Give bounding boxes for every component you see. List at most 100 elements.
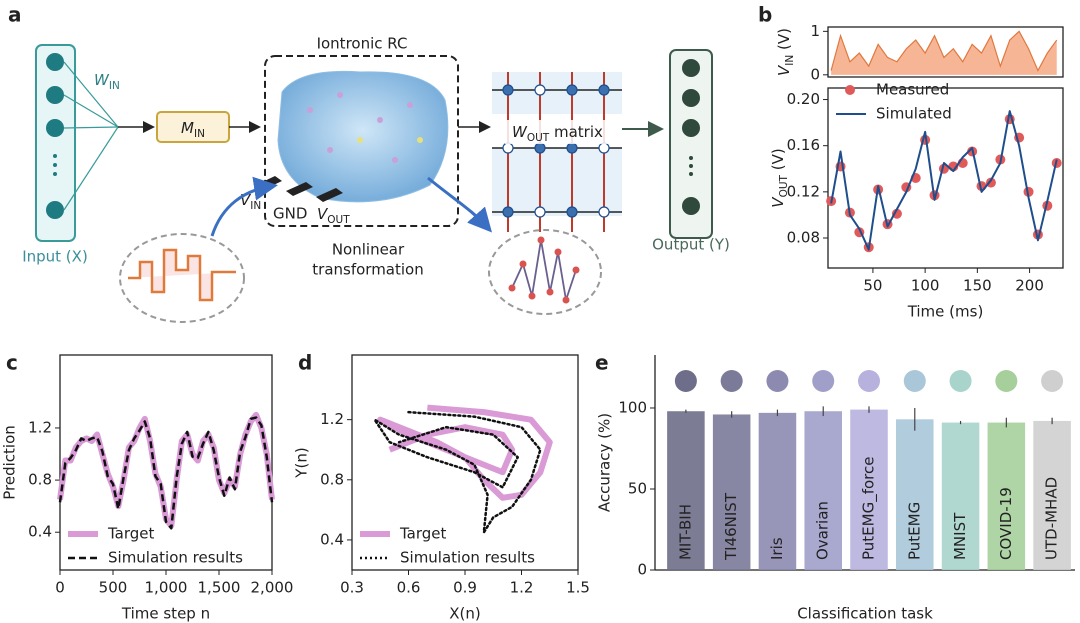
w-out-label: WOUT matrix — [512, 123, 603, 145]
area-fill — [831, 31, 1057, 75]
legend-label: Simulation results — [108, 549, 243, 567]
input-weights — [63, 61, 119, 211]
x-tick-label: 500 — [99, 579, 128, 597]
x-axis-label: Time (ms) — [907, 303, 984, 321]
output-layer — [669, 49, 713, 239]
ions — [307, 92, 423, 163]
x-tick-label: 1.2 — [510, 579, 534, 597]
v-in-label: VIN — [240, 191, 261, 213]
panel-label: b — [758, 3, 772, 27]
bar — [758, 412, 797, 570]
bar-icon — [1041, 370, 1064, 392]
bar-icon — [766, 370, 789, 392]
category-label: COVID-19 — [997, 487, 1015, 560]
category-label: MNIST — [951, 512, 969, 560]
output-signal-inset — [488, 229, 602, 315]
x-tick-label: 2,000 — [251, 579, 294, 597]
x-tick-label: 1,000 — [145, 579, 188, 597]
category-label: TI46NIST — [722, 492, 740, 561]
y-tick-label: 0.12 — [787, 182, 820, 200]
y-tick-label: 0 — [637, 561, 647, 579]
x-tick-label: 0 — [55, 579, 65, 597]
label-part: OUT — [327, 214, 350, 226]
y-tick-label: 0.20 — [787, 90, 820, 108]
bar-icon — [720, 370, 743, 392]
y-tick-label: 0.8 — [28, 471, 52, 489]
bar — [804, 411, 842, 570]
bar — [896, 419, 934, 570]
y-tick-label: 1 — [810, 22, 820, 40]
plot-frame — [827, 87, 1064, 269]
reservoir-box — [264, 55, 459, 227]
flow-arrow — [210, 176, 278, 237]
legend-swatch — [845, 85, 855, 95]
x-tick-label: 150 — [963, 277, 992, 295]
category-label: PutEMG_force — [860, 457, 879, 560]
label-part: IN — [250, 200, 261, 212]
bar — [667, 411, 705, 570]
x-tick-label: 0.3 — [340, 579, 364, 597]
label-part: OUT — [778, 174, 790, 197]
category-label: Ovarian — [814, 501, 832, 560]
series-line — [377, 404, 553, 501]
w-in-label: WIN — [94, 71, 120, 93]
bar-icon — [858, 370, 880, 392]
y-tick-label: 50 — [628, 479, 647, 497]
x-axis-label: X(n) — [449, 605, 481, 623]
label-part: (V) — [769, 148, 787, 175]
input-waveform — [128, 248, 236, 302]
bar-icon — [949, 370, 972, 392]
label-part: OUT — [527, 132, 550, 144]
bar-icon — [995, 370, 1018, 392]
x-axis-label: Classification task — [797, 605, 933, 623]
plot-frame — [827, 26, 1064, 78]
legend-label: Measured — [876, 81, 949, 99]
panel-label: c — [6, 351, 18, 375]
y-axis-label: Prediction — [1, 425, 19, 500]
label-part: M — [181, 119, 194, 137]
x-tick-label: 50 — [863, 277, 882, 295]
category-label: PutEMG — [905, 502, 923, 560]
iontronic-device — [277, 70, 449, 203]
input-signal-inset — [119, 233, 245, 323]
schematic: Input (X) WIN MIN Iontronic RC VIN GND V… — [22, 35, 730, 323]
series-line — [58, 416, 274, 530]
y-tick-label: 0.16 — [787, 136, 820, 154]
x-axis-label: Time step n — [121, 605, 210, 623]
output-samples — [508, 236, 580, 304]
legend-label: Target — [107, 525, 155, 543]
y-tick-label: 1.2 — [28, 418, 52, 436]
gnd-label: GND — [273, 205, 307, 223]
bar — [712, 414, 751, 570]
readout-matrix — [492, 72, 622, 232]
category-label: MIT-BIH — [676, 504, 694, 560]
y-axis-label: VOUT (V) — [769, 148, 791, 207]
bar — [1033, 420, 1071, 570]
panel-label: e — [595, 351, 609, 375]
area-line — [830, 30, 1058, 72]
bar — [987, 422, 1026, 570]
y-tick-label: 0.8 — [320, 470, 344, 488]
legend-label: Target — [399, 525, 447, 543]
y-axis-label: Accuracy (%) — [596, 413, 614, 512]
x-tick-label: 1,500 — [198, 579, 241, 597]
bar — [941, 422, 980, 570]
y-axis-label: Y(n) — [293, 447, 311, 478]
data-point — [985, 177, 996, 188]
series-line — [830, 110, 1058, 251]
m-in-label: MIN — [181, 119, 205, 141]
x-tick-label: 200 — [1015, 277, 1044, 295]
output-nodes — [682, 59, 700, 215]
y-tick-label: 0 — [810, 65, 820, 83]
flow-arrow — [427, 176, 492, 233]
series-line — [57, 411, 275, 529]
y-tick-label: 0.4 — [320, 530, 344, 548]
y-tick-label: 0.4 — [28, 523, 52, 541]
y-tick-label: 0.08 — [787, 229, 820, 247]
panel-label: a — [8, 3, 22, 27]
transform-label: transformation — [312, 261, 423, 279]
v-out-label: VOUT — [317, 205, 350, 227]
transform-label: Nonlinear — [332, 241, 405, 259]
x-tick-label: 0.6 — [397, 579, 421, 597]
